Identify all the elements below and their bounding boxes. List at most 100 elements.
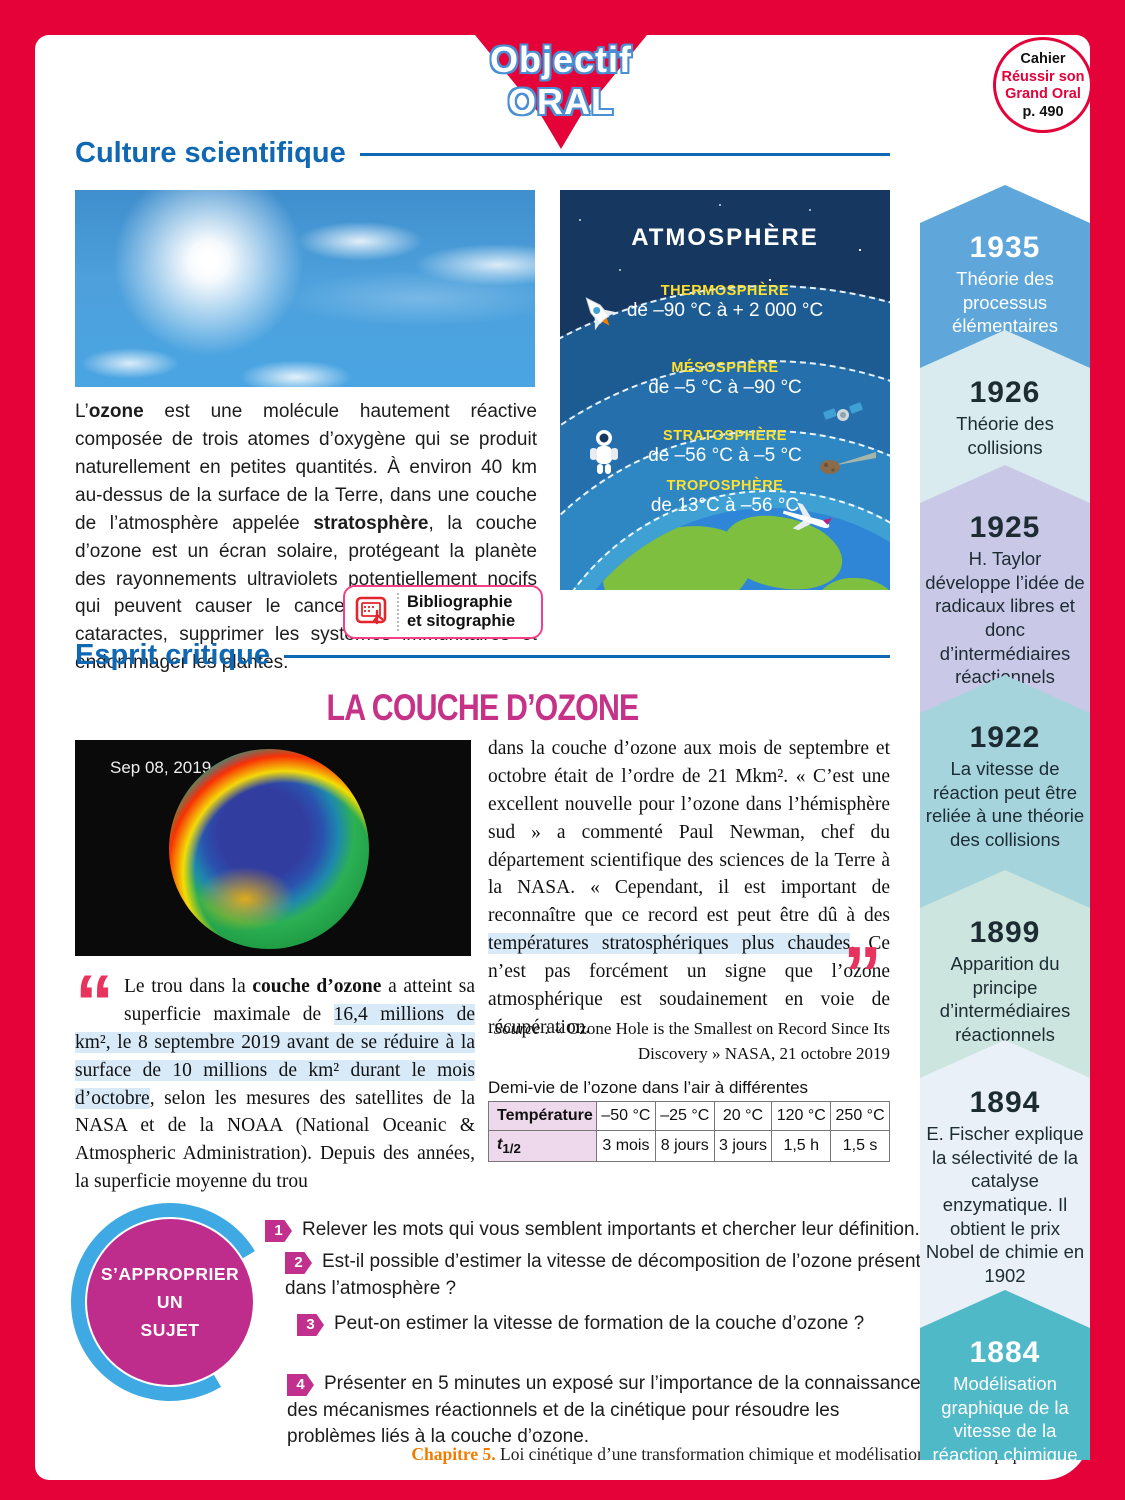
thermosphere-label: THERMOSPHÈRE de –90 °C à + 2 000 °C	[560, 283, 890, 322]
stratosphere-label: STRATOSPHÈRE de –56 °C à –5 °C	[560, 428, 890, 467]
sky-photo	[75, 190, 535, 387]
layer-name: MÉSOSPHÈRE	[671, 360, 779, 376]
section-esprit-critique: Esprit critique	[75, 639, 890, 672]
question-number-badge: 2	[285, 1252, 312, 1274]
timeline-text: Modélisation graphique de la vitesse de …	[932, 1373, 1078, 1466]
mesosphere-label: MÉSOSPHÈRE de –5 °C à –90 °C	[560, 360, 890, 399]
quote-bold: couche d’ozone	[252, 976, 382, 997]
timeline-year: 1926	[969, 376, 1041, 409]
close-quote-icon: ”	[843, 930, 882, 1018]
badge-line2: Réussir son	[1001, 68, 1085, 85]
timeline-text: Théorie des processus élémentaires	[952, 268, 1058, 337]
intro-seg: est une molécule hautement réactive comp…	[75, 401, 537, 534]
badge-line4: p. 490	[1022, 104, 1064, 121]
intro-seg: L’	[75, 401, 89, 422]
layer-range: de –56 °C à –5 °C	[648, 445, 802, 466]
value-cell: 1,5 s	[830, 1129, 890, 1163]
section-rule	[359, 153, 890, 156]
t-symbol: t	[497, 1136, 503, 1153]
col2-seg: dans la couche d’ozone aux mois de septe…	[488, 738, 890, 927]
col2-highlight: températures stratosphériques plus chaud…	[488, 933, 851, 955]
badge-line1: Cahier	[1020, 51, 1066, 67]
question-4: 4 Présenter en 5 minutes un exposé sur l’…	[287, 1371, 925, 1451]
quote-paragraph: “ Le trou dans la couche d’ozone a attein…	[75, 963, 475, 1196]
timeline-year: 1922	[969, 721, 1041, 754]
question-number-badge: 4	[287, 1374, 314, 1396]
timeline-text: H. Taylor développe l’idée de radicaux l…	[925, 548, 1085, 687]
layer-name: THERMOSPHÈRE	[660, 283, 790, 299]
timeline-1894: 1894 E. Fischer explique la sélectivité …	[920, 1040, 1090, 1328]
timeline-year: 1899	[969, 916, 1041, 949]
airplane-icon	[782, 502, 832, 531]
badge-text-line2: UN	[156, 1292, 184, 1312]
timeline-1922: 1922 La vitesse de réaction peut être re…	[920, 675, 1090, 908]
t-subscript: 1/2	[502, 1141, 521, 1157]
objectif-oral-logo: Objectif ORAL	[443, 39, 679, 124]
section-title: Esprit critique	[75, 639, 270, 671]
satellite-icon	[823, 402, 863, 421]
bibliography-label: Bibliographie et sitographie	[407, 593, 515, 631]
logo-line2: ORAL	[508, 81, 614, 123]
tablet-hand-icon	[355, 596, 387, 625]
grand-oral-badge: Cahier Réussir son Grand Oral p. 490	[993, 37, 1093, 133]
intro-paragraph: L’ozone est une molécule hautement réact…	[75, 398, 537, 677]
table-row-temperature: Température –50 °C –25 °C 20 °C 120 °C 2…	[488, 1101, 890, 1131]
chapter-title: Loi cinétique d’une transformation chimi…	[495, 1444, 1034, 1464]
timeline-year: 1884	[969, 1336, 1041, 1369]
row-header-halflife: t1/2	[488, 1129, 597, 1163]
source-text: « Ozone Hole is the Smallest on Record S…	[550, 1019, 890, 1063]
temp-cell: 250 °C	[830, 1101, 890, 1131]
layer-range: de –5 °C à –90 °C	[648, 377, 802, 398]
atmosphere-title: ATMOSPHÈRE	[631, 224, 819, 251]
timeline-year: 1925	[969, 511, 1041, 544]
question-3: 3 Peut-on estimer la vitesse de formation…	[297, 1311, 937, 1338]
source-citation: Source : « Ozone Hole is the Smallest on…	[488, 1017, 890, 1066]
timeline-text: La vitesse de réaction peut être reliée …	[925, 758, 1085, 851]
page-sheet: Objectif ORAL Cahier Réussir son Grand O…	[35, 35, 1093, 1480]
timeline-text: E. Fischer explique la sélectivité de la…	[925, 1123, 1085, 1287]
article-title: LA COUCHE D’OZONE	[326, 687, 640, 728]
biblio-line1: Bibliographie	[407, 593, 513, 612]
troposphere-label: TROPOSPHÈRE de 13°C à –56 °C	[560, 478, 890, 517]
bibliography-button[interactable]: Bibliographie et sitographie	[343, 585, 543, 639]
col2-seg: . Ce n’est pas forcément un signe que l’…	[488, 933, 890, 1038]
section-rule	[284, 655, 890, 658]
question-number-badge: 3	[297, 1314, 324, 1336]
ozone-hole-photo: Sep 08, 2019	[75, 740, 471, 956]
section-culture-scientifique: Culture scientifique	[75, 137, 890, 170]
halflife-table: Température –50 °C –25 °C 20 °C 120 °C 2…	[488, 1101, 890, 1163]
question-text: Peut-on estimer la vitesse de formation …	[334, 1313, 865, 1334]
timeline-1884: 1884 Modélisation graphique de la vitess…	[920, 1290, 1090, 1460]
question-text: Est-il possible d’estimer la vitesse de …	[285, 1251, 921, 1299]
logo-line1: Objectif	[489, 39, 632, 80]
article-column2: dans la couche d’ozone aux mois de septe…	[488, 735, 890, 1042]
badge-text-line3: SUJET	[140, 1320, 200, 1340]
question-1: 1 Relever les mots qui vous semblent impo…	[265, 1217, 925, 1244]
atmosphere-diagram: ATMOSPHÈRE THERMOSPHÈRE de –90 °C à + 2 …	[560, 190, 890, 590]
rocket-icon	[585, 297, 617, 331]
intro-bold-stratosphere: stratosphère	[313, 512, 429, 534]
value-cell: 3 mois	[596, 1129, 656, 1163]
biblio-line2: et sitographie	[407, 612, 516, 630]
dotted-separator	[397, 593, 399, 631]
source-label: Source :	[493, 1019, 551, 1038]
question-number-badge: 1	[265, 1220, 292, 1242]
layer-name: TROPOSPHÈRE	[666, 478, 784, 494]
photo-date-label: Sep 08, 2019	[110, 758, 212, 777]
question-text: Relever les mots qui vous semblent impor…	[302, 1219, 920, 1240]
comet-icon	[820, 452, 876, 474]
value-cell: 1,5 h	[771, 1129, 832, 1163]
astronaut-icon	[590, 430, 618, 474]
ozone-globe	[169, 749, 369, 949]
table-row-halflife: t1/2 3 mois 8 jours 3 jours 1,5 h 1,5 s	[488, 1129, 890, 1163]
quote-seg: , selon les mesures des satellites de la…	[75, 1087, 475, 1193]
layer-name: STRATOSPHÈRE	[663, 428, 787, 444]
timeline-text: Théorie des collisions	[956, 413, 1054, 458]
layer-range: de –90 °C à + 2 000 °C	[626, 300, 824, 321]
sapproprier-badge: S’APPROPRIER UN SUJET	[87, 1219, 253, 1385]
timeline-year: 1935	[969, 231, 1041, 264]
question-text: Présenter en 5 minutes un exposé sur l’i…	[287, 1373, 921, 1448]
quote-seg: a atteint sa superficie maximale de	[124, 976, 475, 1025]
question-2: 2 Est-il possible d’estimer la vitesse de…	[285, 1249, 930, 1302]
